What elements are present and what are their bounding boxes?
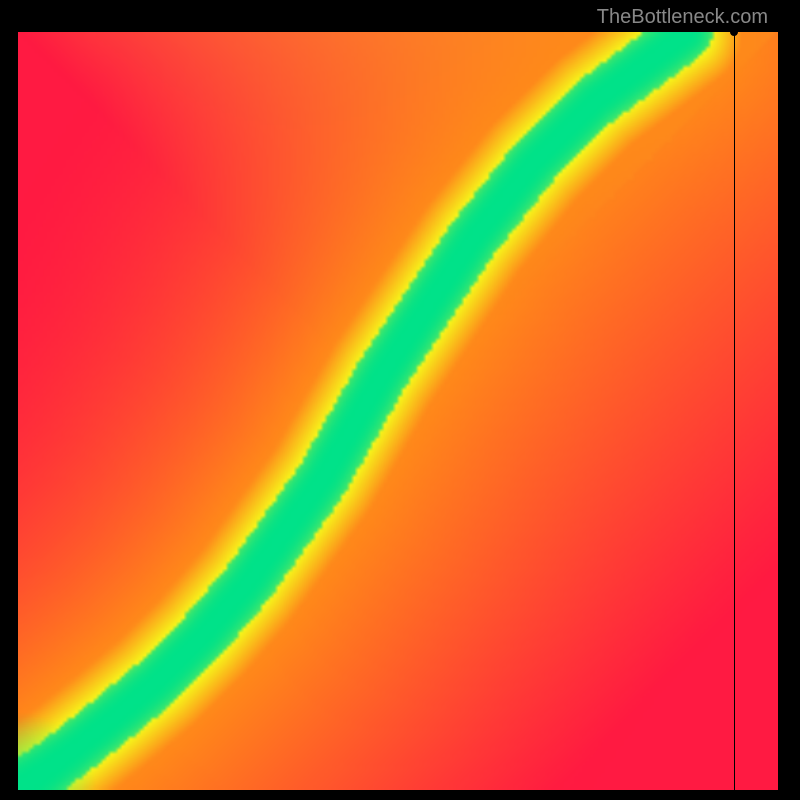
watermark-text: TheBottleneck.com <box>597 6 768 29</box>
heatmap-plot <box>18 32 778 790</box>
reference-marker-icon <box>730 28 738 36</box>
vertical-reference-line <box>734 32 735 790</box>
heatmap-canvas <box>18 32 778 790</box>
